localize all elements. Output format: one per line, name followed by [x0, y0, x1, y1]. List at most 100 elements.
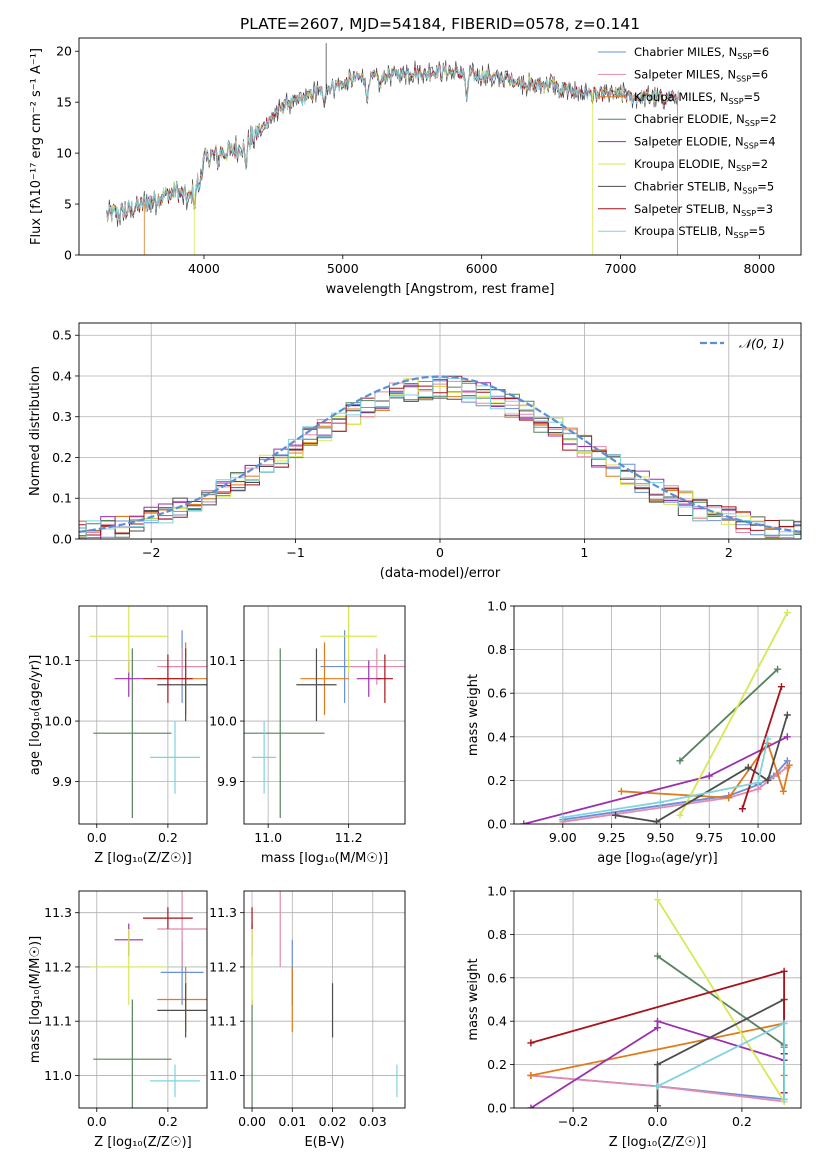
y-tick-label: 10.1 [44, 653, 72, 668]
plot-area-mass_vs_Z [89, 891, 207, 1108]
histogram-line [79, 375, 801, 536]
y-tick-label: 11.0 [44, 1068, 72, 1083]
legend-subscript: SSP [729, 97, 744, 106]
plot-area-age_vs_Z [89, 606, 207, 818]
y-tick-label: 11.2 [44, 959, 72, 974]
y-tick-label: 0.1 [52, 491, 72, 506]
x-axis-label: age [log₁₀(age/yr)] [597, 851, 718, 866]
y-tick-label: 0.8 [487, 642, 507, 657]
x-axis-label: (data-model)/error [380, 566, 501, 581]
plot-area-age_vs_mass [244, 606, 405, 818]
y-tick-label: 0.4 [52, 368, 72, 383]
y-tick-label: 0.4 [487, 1014, 507, 1029]
weight-marker [520, 820, 528, 824]
y-tick-label: 5 [64, 197, 72, 212]
legend-count: =5 [744, 90, 761, 104]
weight-marker [754, 779, 762, 787]
x-tick-label: 11.0 [254, 830, 282, 845]
x-tick-label: 10.00 [740, 830, 776, 845]
y-tick-label: 0.5 [52, 328, 72, 343]
x-tick-label: −1 [286, 545, 304, 560]
x-tick-label: 0.2 [158, 830, 178, 845]
y-tick-label: 0 [64, 248, 72, 263]
weight-marker [676, 757, 684, 765]
weight-marker [654, 1061, 661, 1069]
x-tick-label: 9.50 [647, 830, 675, 845]
legend-name: Kroupa MILES, N [634, 90, 729, 104]
y-tick-label: 0.8 [487, 927, 507, 942]
x-tick-label: 0.02 [319, 1114, 347, 1129]
x-tick-label: 0.0 [648, 1114, 668, 1129]
histogram-line [79, 379, 801, 539]
y-tick-label: 1.0 [487, 884, 507, 899]
x-tick-label: 9.00 [549, 830, 577, 845]
x-tick-label: 5000 [327, 261, 359, 276]
legend-name: Salpeter ELODIE, N [634, 135, 744, 149]
y-tick-label: 10.0 [209, 714, 237, 729]
panel-mass_vs_ebv: 0.00 0.01 0.02 0.03 11.0 11.1 11.2 11.3 E(B-V) [209, 890, 406, 1150]
weight-marker [780, 1019, 788, 1027]
weight-marker [654, 1017, 661, 1025]
y-tick-label: 0.0 [487, 817, 507, 832]
legend-label: Chabrier ELODIE, NSSP=2 [634, 112, 777, 128]
weight-marker [527, 1104, 535, 1108]
legend-label: Salpeter STELIB, NSSP=3 [634, 202, 773, 218]
axes-frame [78, 37, 802, 256]
legend-subscript: SSP [737, 52, 752, 61]
legend-subscript: SSP [736, 74, 751, 83]
weight-marker [612, 811, 620, 819]
panel-age_vs_Z: 0.0 0.2 9.9 10.0 10.1 Z [log₁₀(Z/Z☉)] age [log… [28, 605, 208, 866]
x-tick-label: 8000 [743, 261, 775, 276]
y-tick-label: 10.0 [44, 714, 72, 729]
legend-label: Kroupa STELIB, NSSP=5 [634, 224, 765, 240]
legend-name: Salpeter STELIB, N [634, 202, 741, 216]
y-tick-label: 0.6 [487, 970, 507, 985]
y-tick-label: 0.6 [487, 686, 507, 701]
x-tick-label: 0.0 [87, 1114, 107, 1129]
axes-frame [243, 890, 406, 1109]
y-tick-label: 0.2 [487, 773, 507, 788]
axes-frame [243, 605, 406, 825]
weight-line [679, 612, 789, 816]
plot-area-mass_vs_ebv [251, 891, 398, 1108]
x-tick-label: −0.2 [558, 1114, 588, 1129]
plot-area-spectrum [106, 43, 679, 255]
y-axis-label: Normed distribution [28, 366, 43, 496]
histogram-line [79, 378, 801, 539]
normal-curve [79, 375, 801, 533]
legend-count: =6 [752, 45, 769, 59]
legend-name: Chabrier STELIB, N [634, 179, 742, 193]
legend-count: =3 [756, 202, 773, 216]
weight-marker [783, 609, 791, 617]
weight-marker [705, 772, 713, 780]
legend-subscript: SSP [745, 119, 760, 128]
x-tick-label: 0.00 [238, 1114, 266, 1129]
x-tick-label: 7000 [605, 261, 637, 276]
x-tick-label: 6000 [466, 261, 498, 276]
y-tick-label: 11.3 [44, 905, 72, 920]
legend-subscript: SSP [742, 186, 757, 195]
legend-count: =2 [751, 157, 768, 171]
x-tick-label: 0.2 [158, 1114, 178, 1129]
y-tick-label: 15 [56, 95, 72, 110]
weight-marker [654, 952, 661, 960]
y-tick-label: 1.0 [487, 599, 507, 614]
panel-mass_vs_Z: 0.0 0.2 11.0 11.1 11.2 11.3 Z [log₁₀(Z/Z☉)] mas… [28, 890, 208, 1150]
weight-marker [764, 735, 772, 743]
legend-subscript: SSP [741, 209, 756, 218]
weight-line [679, 668, 779, 762]
panel-spectrum: 4000 5000 6000 7000 8000 0 5 10 15 20 wavelength [… [29, 37, 802, 297]
axes-frame [78, 605, 208, 825]
legend-name: Chabrier ELODIE, N [634, 112, 745, 126]
legend-name: Chabrier MILES, N [634, 45, 737, 59]
legend-count: =5 [749, 224, 766, 238]
legend-subscript: SSP [744, 142, 759, 151]
y-tick-label: 10.1 [209, 653, 237, 668]
y-tick-label: 11.0 [209, 1068, 237, 1083]
y-axis-label: mass weight [466, 674, 481, 756]
x-tick-label: 2 [725, 545, 733, 560]
legend-label: Salpeter MILES, NSSP=6 [634, 67, 768, 83]
weight-marker [654, 1102, 661, 1108]
legend-name: Kroupa ELODIE, N [634, 157, 736, 171]
